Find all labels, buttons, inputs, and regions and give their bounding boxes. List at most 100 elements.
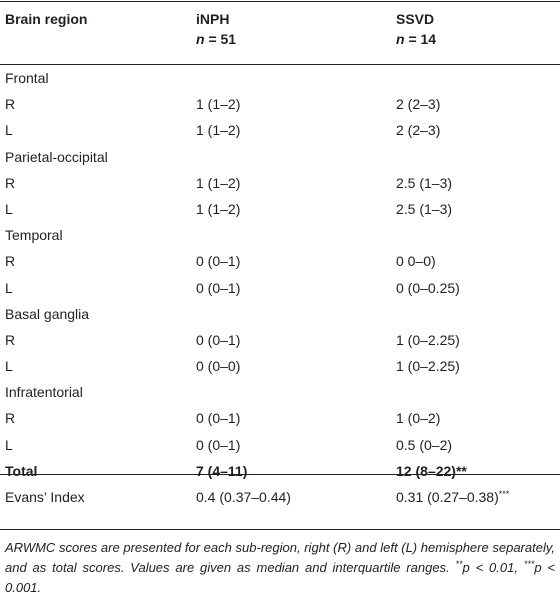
row-label: L — [5, 436, 13, 453]
inph-value: 0 (0–1) — [196, 279, 241, 296]
row-label: R — [5, 410, 16, 427]
inph-value: 1 (1–2) — [196, 200, 241, 217]
table-row: Total 7 (4–11) 12 (8–22)** — [0, 457, 560, 483]
ssvd-cell: 0.5 (0–2) — [396, 431, 560, 457]
inph-value: 0 (0–0) — [196, 358, 241, 375]
ssvd-cell: 1 (0–2.25) — [396, 352, 560, 378]
row-label: L — [5, 358, 13, 375]
header-ssvd-n-label: n — [396, 31, 405, 47]
ssvd-value: 1 (0–2.25) — [396, 358, 460, 375]
table-row: R 1 (1–2) 2 (2–3) — [0, 90, 560, 116]
table-row: Parietal-occipital — [0, 143, 560, 169]
ssvd-cell — [396, 378, 560, 404]
inph-value: 0.4 (0.37–0.44) — [196, 489, 291, 505]
inph-value: 0 (0–1) — [196, 436, 241, 453]
ssvd-value: 2.5 (1–3) — [396, 174, 453, 191]
row-label: R — [5, 253, 16, 270]
table-row: R 1 (1–2) 2.5 (1–3) — [0, 169, 560, 195]
table-row: L 0 (0–1) 0 (0–0.25) — [0, 274, 560, 300]
row-label: Infratentorial — [5, 384, 83, 401]
table-row: Basal ganglia — [0, 300, 560, 326]
ssvd-cell: 1 (0–2.25) — [396, 326, 560, 352]
ssvd-cell — [396, 300, 560, 326]
inph-value — [196, 221, 396, 247]
arwmc-table: Brain region iNPH n = 51 SSVD n = 14 Fro… — [0, 0, 560, 509]
inph-value: 0 (0–1) — [196, 253, 241, 270]
ssvd-cell: 0 0–0) — [396, 247, 560, 273]
inph-value: 1 (1–2) — [196, 174, 241, 191]
row-label: R — [5, 331, 16, 348]
row-label: L — [5, 122, 13, 139]
ssvd-value: 1 (0–2) — [396, 410, 441, 427]
footnote-sig1-stars: ** — [455, 559, 463, 569]
header-brain-region: Brain region — [5, 11, 88, 27]
ssvd-cell — [396, 143, 560, 169]
row-label: L — [5, 279, 13, 296]
ssvd-value: 1 (0–2.25) — [396, 331, 460, 348]
header-ssvd-label: SSVD — [396, 11, 435, 27]
table-row: L 1 (1–2) 2.5 (1–3) — [0, 195, 560, 221]
footnote-sig2-text: p < 0.001. — [5, 560, 556, 595]
inph-value — [196, 64, 396, 90]
inph-value: 1 (1–2) — [196, 96, 241, 113]
row-label: Basal ganglia — [5, 305, 90, 322]
table-row: L 1 (1–2) 2 (2–3) — [0, 116, 560, 142]
ssvd-cell — [396, 221, 560, 247]
ssvd-cell: 0 (0–0.25) — [396, 274, 560, 300]
header-inph-n-value: = 51 — [208, 31, 237, 47]
ssvd-value: 0.31 (0.27–0.38) — [396, 489, 499, 505]
ssvd-significance: *** — [498, 489, 510, 499]
ssvd-value: 0 (0–0.25) — [396, 279, 460, 296]
inph-value — [196, 378, 396, 404]
table-row: Frontal — [0, 64, 560, 90]
ssvd-value: 2.5 (1–3) — [396, 200, 453, 217]
table-row: Evans’ Index 0.4 (0.37–0.44) 0.31 (0.27–0.… — [0, 483, 560, 509]
footnote-sig2-stars: *** — [523, 559, 535, 569]
table-row: R 0 (0–1) 0 0–0) — [0, 247, 560, 273]
row-label: Frontal — [5, 70, 49, 86]
header-ssvd-n-value: = 14 — [408, 31, 437, 47]
header-ssvd-n: n = 14 — [396, 31, 560, 48]
inph-value — [196, 143, 396, 169]
row-label: Evans’ Index — [5, 489, 85, 505]
table-row: L 0 (0–0) 1 (0–2.25) — [0, 352, 560, 378]
ssvd-cell: 2.5 (1–3) — [396, 169, 560, 195]
table-header-row: Brain region iNPH n = 51 SSVD n = 14 — [0, 0, 560, 64]
total-top-rule — [0, 474, 560, 475]
inph-value: 1 (1–2) — [196, 122, 241, 139]
ssvd-cell — [396, 64, 560, 90]
ssvd-cell: 0.31 (0.27–0.38)*** — [396, 483, 560, 509]
inph-value: 7 (4–11) — [196, 462, 248, 479]
header-inph-n-label: n — [196, 31, 205, 47]
footnote-text: ARWMC scores are presented for each sub-… — [5, 540, 555, 575]
inph-value: 0 (0–1) — [196, 331, 241, 348]
row-label: Temporal — [5, 227, 63, 244]
table-row: L 0 (0–1) 0.5 (0–2) — [0, 431, 560, 457]
ssvd-significance: ** — [455, 462, 467, 479]
inph-value: 0 (0–1) — [196, 410, 241, 427]
row-label: R — [5, 96, 16, 113]
ssvd-cell: 2 (2–3) — [396, 116, 560, 142]
ssvd-value: 0.5 (0–2) — [396, 436, 453, 453]
ssvd-value: 12 (8–22) — [396, 462, 456, 479]
table-bottom-rule — [0, 529, 560, 530]
ssvd-cell: 12 (8–22)** — [396, 457, 560, 483]
footnote-sig1-text: p < 0.01, — [462, 560, 524, 575]
table-top-rule — [0, 1, 560, 2]
table-row: R 0 (0–1) 1 (0–2.25) — [0, 326, 560, 352]
row-label: L — [5, 200, 13, 217]
ssvd-value: 0 0–0) — [396, 253, 436, 270]
header-inph-label: iNPH — [196, 11, 230, 27]
header-inph: iNPH n = 51 — [196, 0, 396, 64]
row-label: Parietal-occipital — [5, 148, 108, 165]
inph-value — [196, 300, 396, 326]
table-row: Infratentorial — [0, 378, 560, 404]
row-label: Total — [5, 462, 38, 479]
header-inph-n: n = 51 — [196, 31, 396, 48]
header-ssvd: SSVD n = 14 — [396, 0, 560, 64]
ssvd-cell: 2 (2–3) — [396, 90, 560, 116]
header-bottom-rule — [0, 64, 560, 65]
ssvd-value: 2 (2–3) — [396, 96, 441, 113]
ssvd-cell: 1 (0–2) — [396, 404, 560, 430]
table-row: R 0 (0–1) 1 (0–2) — [0, 404, 560, 430]
